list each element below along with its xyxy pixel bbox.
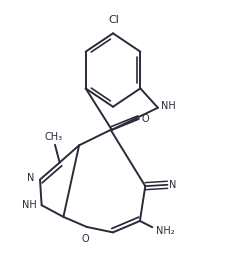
Text: O: O	[81, 234, 88, 244]
Text: N: N	[27, 173, 35, 183]
Text: CH₃: CH₃	[45, 132, 63, 142]
Text: NH: NH	[22, 200, 36, 210]
Text: N: N	[168, 180, 175, 190]
Text: NH: NH	[160, 102, 175, 111]
Text: Cl: Cl	[108, 15, 119, 25]
Text: NH₂: NH₂	[155, 226, 174, 236]
Text: O: O	[140, 114, 148, 124]
